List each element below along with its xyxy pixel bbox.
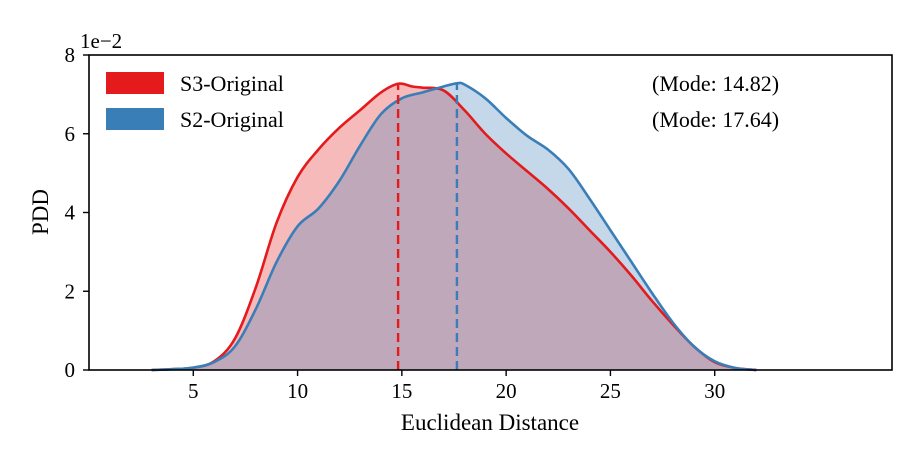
y-axis-label: PDD	[28, 189, 53, 235]
plot-area	[151, 81, 757, 372]
legend-swatch-s3	[106, 72, 164, 94]
legend: S3-Original S2-Original	[106, 71, 284, 132]
legend-swatch-s2	[106, 108, 164, 130]
density-fill-s3	[151, 83, 757, 370]
mode-annotation-s3: (Mode: 14.82)	[652, 71, 779, 96]
density-fill-s2	[151, 82, 757, 371]
y-tick-label: 0	[65, 358, 76, 382]
y-tick-label: 4	[65, 201, 76, 225]
y-tick-label: 8	[65, 43, 76, 67]
x-tick-label: 30	[704, 379, 725, 403]
x-axis-label: Euclidean Distance	[401, 410, 579, 435]
x-tick-label: 20	[496, 379, 517, 403]
y-scale-label: 1e−2	[80, 29, 122, 53]
y-tick-label: 2	[65, 279, 76, 303]
x-tick-label: 5	[188, 379, 199, 403]
x-tick-label: 15	[391, 379, 412, 403]
legend-label-s2: S2-Original	[180, 107, 284, 132]
mode-annotation-s2: (Mode: 17.64)	[652, 107, 779, 132]
density-line-s2	[151, 81, 757, 372]
x-tick-label: 10	[287, 379, 308, 403]
legend-label-s3: S3-Original	[180, 71, 284, 96]
x-tick-label: 25	[600, 379, 621, 403]
density-line-s3	[151, 82, 757, 372]
y-tick-label: 6	[65, 122, 76, 146]
axis-ticks: 5 10 15 20 25 30 0 2 4 6 8	[65, 43, 726, 403]
